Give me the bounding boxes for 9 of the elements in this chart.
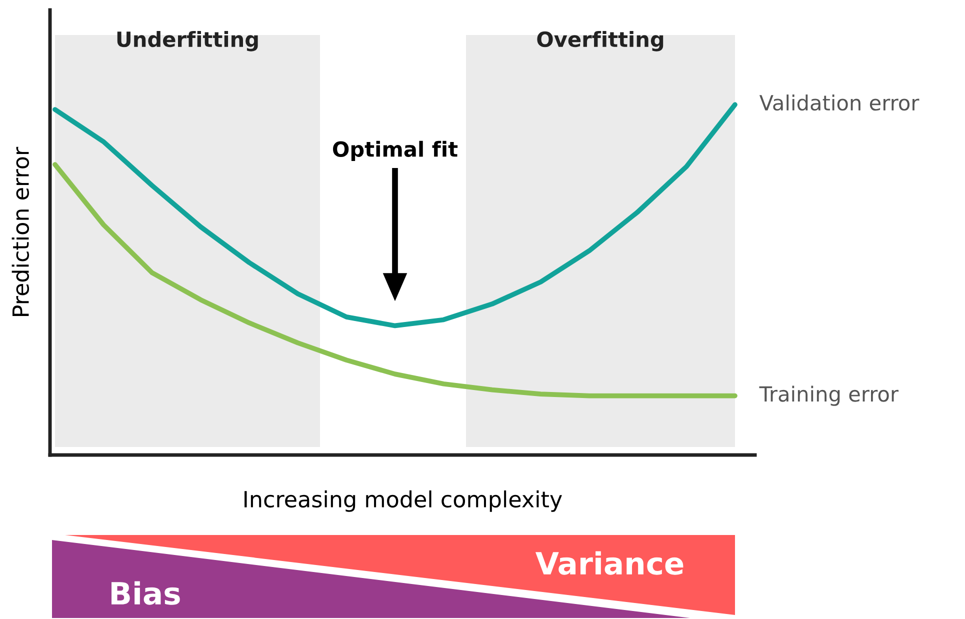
x-axis-title: Increasing model complexity: [244, 490, 562, 512]
text: Bias: [112, 581, 180, 605]
series-label: Validation error: [759, 94, 920, 111]
text: Underfitting: [117, 30, 258, 52]
series-label: Training error: [759, 386, 899, 406]
text: Overfitting: [537, 30, 664, 52]
y-axis-title: Prediction error: [12, 146, 30, 316]
annotation: Optimal fit: [333, 140, 458, 162]
text: Variance: [535, 551, 684, 575]
